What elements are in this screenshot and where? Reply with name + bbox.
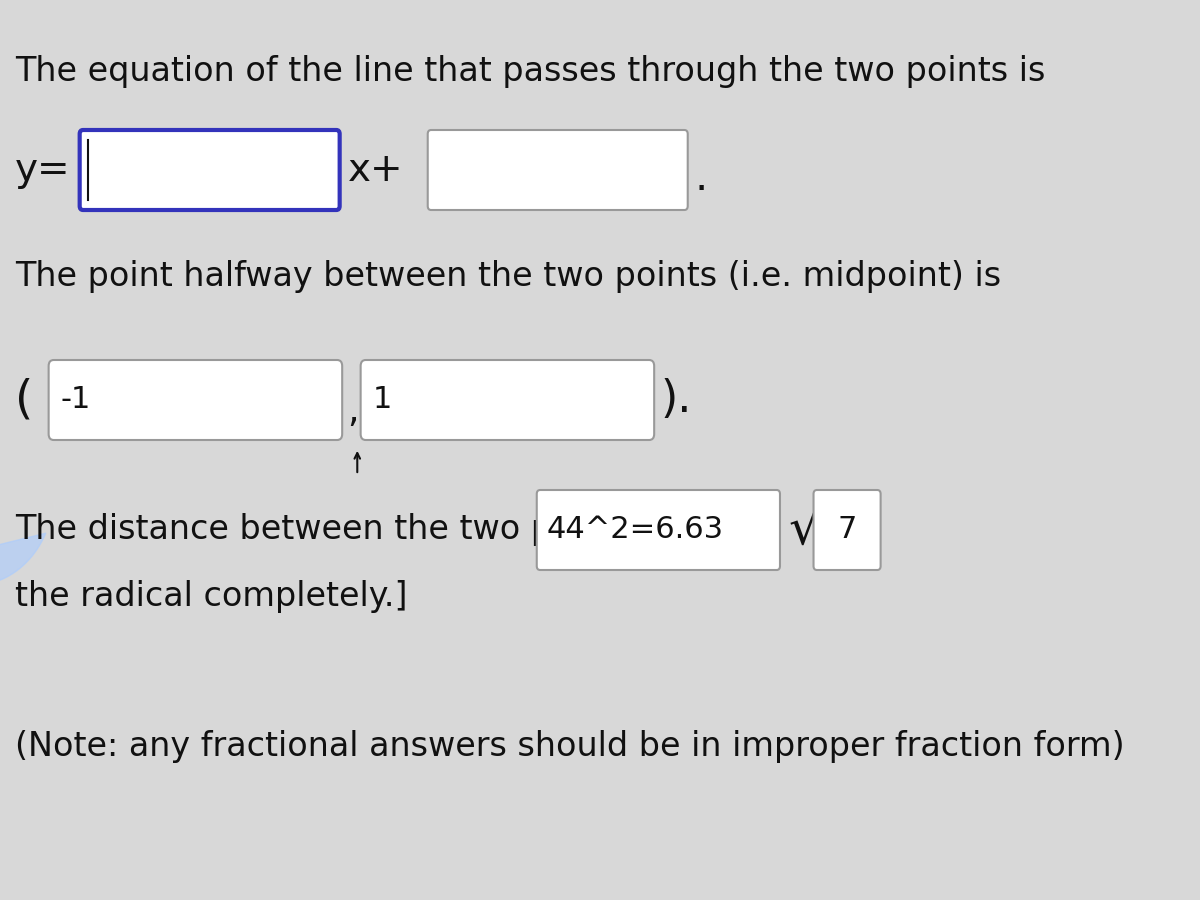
FancyBboxPatch shape	[49, 360, 342, 440]
FancyBboxPatch shape	[427, 130, 688, 210]
Text: 44^2=6.63: 44^2=6.63	[547, 516, 724, 544]
Text: ).: ).	[661, 379, 692, 421]
FancyBboxPatch shape	[536, 490, 780, 570]
Text: the radical completely.]: the radical completely.]	[16, 580, 408, 613]
Text: The equation of the line that passes through the two points is: The equation of the line that passes thr…	[16, 55, 1045, 88]
Text: ,: ,	[347, 395, 359, 429]
FancyBboxPatch shape	[79, 130, 340, 210]
Text: y=: y=	[16, 151, 71, 189]
Text: 7: 7	[838, 516, 857, 544]
Polygon shape	[0, 533, 46, 585]
Text: The point halfway between the two points (i.e. midpoint) is: The point halfway between the two points…	[16, 260, 1001, 293]
Text: 1: 1	[372, 385, 391, 415]
FancyBboxPatch shape	[361, 360, 654, 440]
Text: .: .	[695, 157, 708, 199]
Text: The distance between the two points is: The distance between the two points is	[16, 514, 671, 546]
Text: √: √	[788, 506, 821, 554]
Text: (Note: any fractional answers should be in improper fraction form): (Note: any fractional answers should be …	[16, 730, 1124, 763]
Text: -1: -1	[60, 385, 91, 415]
Text: (: (	[16, 377, 34, 422]
Text: x+: x+	[348, 151, 403, 189]
FancyBboxPatch shape	[814, 490, 881, 570]
